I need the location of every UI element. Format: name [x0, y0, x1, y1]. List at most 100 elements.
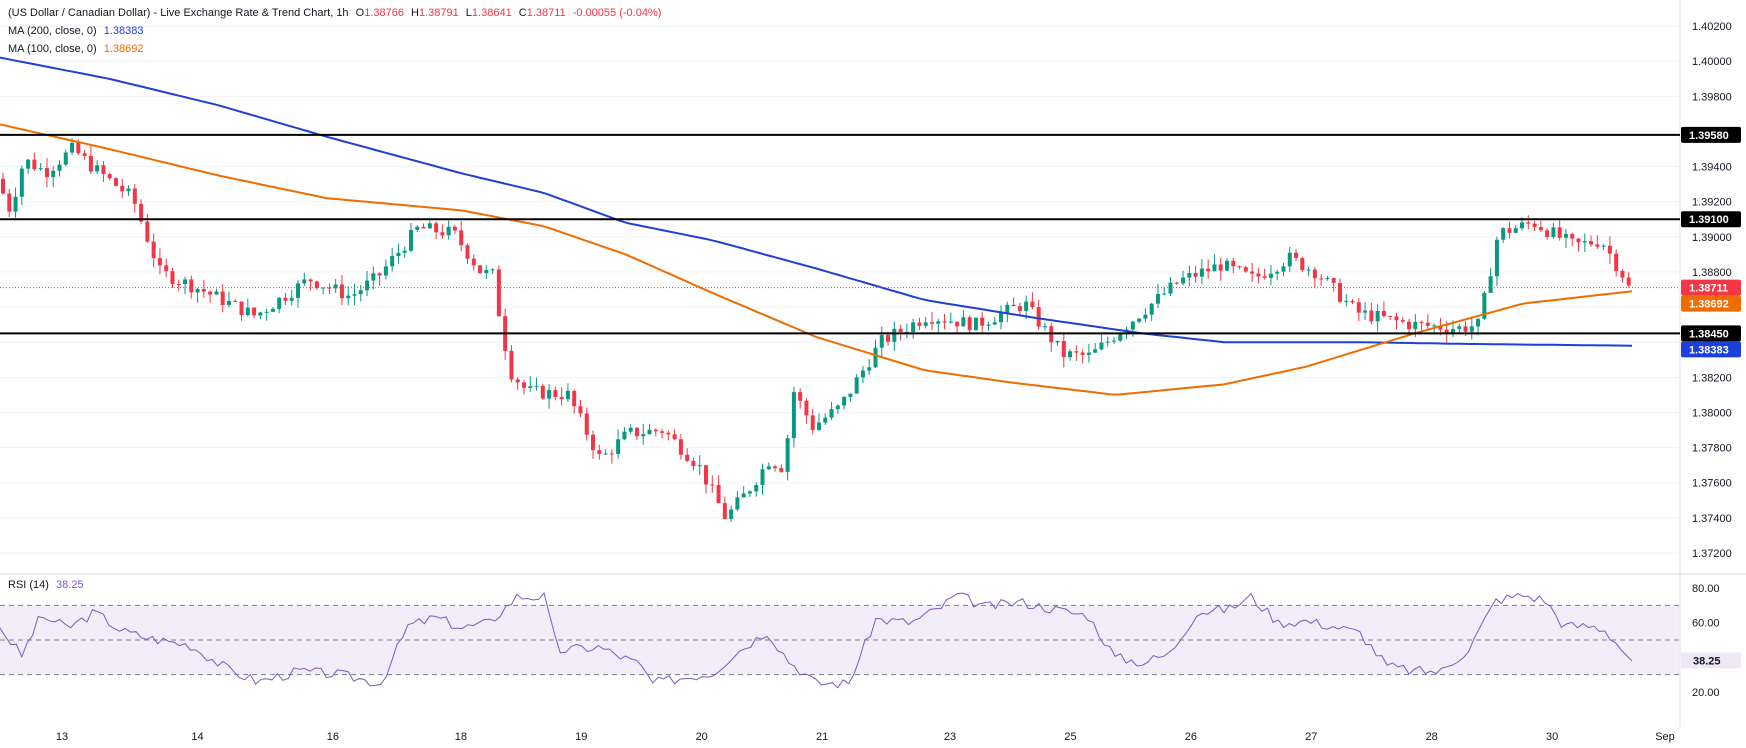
candle-body	[810, 415, 815, 430]
price-tag-level: 1.39100	[1681, 211, 1741, 228]
candle-body	[1545, 230, 1550, 238]
candle-body	[176, 284, 181, 286]
candle-body	[729, 509, 734, 519]
horizontal-levels	[0, 133, 1680, 335]
candle	[942, 313, 947, 330]
candle-body	[779, 468, 784, 472]
candle-body	[1137, 318, 1142, 322]
candle-body	[189, 279, 194, 293]
candle-body	[1601, 245, 1606, 247]
candle-body	[1225, 260, 1229, 271]
time-tick-label: 26	[1185, 731, 1197, 743]
candle	[1344, 294, 1349, 307]
candle	[1268, 265, 1273, 285]
candle	[446, 220, 451, 240]
candle-body	[365, 280, 370, 291]
candle	[628, 424, 633, 435]
candle	[810, 408, 815, 435]
candle	[697, 455, 702, 476]
candle	[1243, 265, 1248, 273]
candle-body	[1042, 326, 1047, 328]
candle-body	[120, 185, 125, 192]
candle	[1193, 266, 1198, 283]
candle	[1551, 222, 1556, 239]
time-tick-label: 13	[56, 731, 68, 743]
candle	[1595, 235, 1600, 250]
candle	[252, 307, 257, 319]
candle	[1105, 336, 1110, 347]
candle-body	[465, 245, 470, 259]
rsi-tick-label: 60.00	[1692, 618, 1720, 630]
candle-body	[829, 409, 834, 418]
rsi-tick-label: 80.00	[1692, 583, 1720, 595]
ma100-legend[interactable]: MA (100, close, 0) 1.38692	[8, 42, 147, 57]
candle	[729, 505, 734, 523]
rsi-legend[interactable]: RSI (14) 38.25	[8, 578, 88, 593]
candle	[132, 183, 137, 213]
candle-body	[1419, 322, 1424, 324]
candle-body	[82, 153, 87, 156]
candle-body	[19, 168, 24, 197]
candle	[842, 396, 847, 410]
candle-body	[452, 226, 457, 231]
candle-body	[1482, 292, 1487, 319]
candle	[264, 308, 269, 321]
candle	[1369, 302, 1374, 325]
time-axis[interactable]: 13 14 16 18 19 20 21 23 25 26 27 28 30 Sep	[56, 731, 1675, 743]
time-tick-label: 21	[816, 731, 828, 743]
candle-body	[446, 226, 451, 236]
candle-body	[936, 321, 941, 324]
candle-body	[1432, 325, 1437, 327]
candle-body	[773, 466, 778, 469]
candle-body	[521, 382, 526, 388]
candle	[584, 407, 589, 441]
candle	[647, 424, 652, 435]
candle	[704, 465, 709, 494]
candle-body	[1319, 278, 1324, 280]
candle	[653, 428, 658, 437]
candle	[879, 326, 884, 358]
candle-body	[126, 188, 131, 192]
candle-body	[1526, 222, 1531, 224]
candle	[1042, 322, 1047, 331]
candle-body	[490, 269, 495, 271]
candle-body	[1112, 340, 1117, 342]
candle-body	[333, 284, 338, 289]
candle-body	[277, 297, 282, 309]
price-tag-label: 1.38450	[1689, 328, 1729, 340]
candle	[201, 279, 206, 298]
candle	[1545, 228, 1550, 240]
candle	[917, 317, 922, 330]
candle	[559, 387, 564, 406]
candle	[26, 158, 31, 174]
candle-body	[1256, 273, 1261, 277]
price-tick-label: 1.37600	[1692, 478, 1732, 490]
candle-body	[1193, 273, 1198, 277]
candle	[791, 386, 796, 448]
candle-body	[572, 390, 577, 407]
candle	[1287, 246, 1292, 272]
candle-body	[886, 335, 891, 342]
candle-body	[145, 221, 150, 242]
candle	[88, 146, 93, 174]
candle	[1187, 265, 1192, 287]
candle-body	[986, 324, 991, 326]
candle	[622, 427, 627, 441]
candle	[1363, 302, 1368, 320]
candle-body	[471, 258, 476, 266]
candle	[239, 301, 244, 321]
candle-body	[113, 178, 118, 186]
candle-body	[1237, 266, 1242, 268]
candle-body	[691, 460, 696, 466]
candle	[314, 280, 319, 290]
candle-body	[139, 203, 144, 222]
candle	[1300, 256, 1305, 273]
candle	[973, 317, 978, 331]
ma200-legend[interactable]: MA (200, close, 0) 1.38383	[8, 24, 147, 39]
candle	[691, 457, 696, 471]
candle-body	[208, 291, 213, 295]
candle-body	[195, 288, 200, 293]
time-tick-label: 27	[1305, 731, 1317, 743]
candle	[459, 221, 464, 252]
